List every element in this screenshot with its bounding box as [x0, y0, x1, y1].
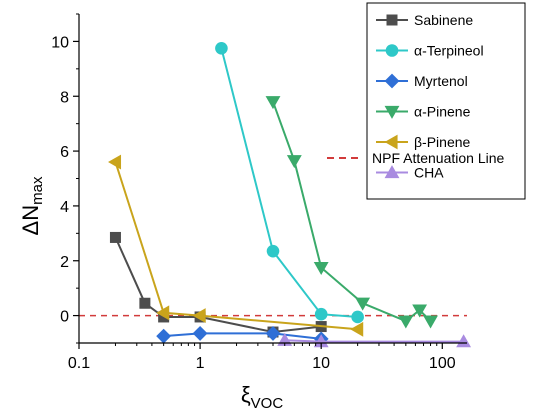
series-line-pinene — [114, 161, 358, 331]
legend-marker-cha — [384, 165, 400, 179]
x-axis-title: ξVOC — [241, 382, 284, 412]
legend-marker-pinene — [384, 134, 398, 150]
series-line-terpineol — [220, 48, 358, 318]
data-point-myrtenol — [265, 325, 281, 341]
series-line-myrtenol — [163, 332, 322, 340]
data-point-terpineol — [266, 244, 280, 258]
legend-marker-sabinene — [386, 14, 398, 26]
legend-label-pinene: β-Pinene — [414, 134, 471, 150]
legend-marker-terpineol — [385, 44, 399, 57]
x-tick-label: 1 — [196, 355, 205, 372]
data-point-myrtenol — [192, 325, 208, 341]
y-axis-title: ΔNmax — [18, 176, 46, 235]
legend-label-pinene: α-Pinene — [414, 104, 471, 120]
x-tick-label: 0.1 — [68, 355, 90, 372]
legend-label-terpineol: α-Terpineol — [414, 43, 484, 59]
data-point-sabinene — [139, 297, 151, 309]
y-tick-label: 8 — [60, 89, 69, 106]
legend-label-cha: CHA — [414, 165, 444, 181]
legend: Sabinene α-Terpineol Myrtenol α-Pinene β-Pin… — [366, 2, 526, 200]
data-point-myrtenol — [156, 328, 172, 344]
axes: 0 2 4 6 8 10 0.1 1 10 100 — [51, 13, 467, 372]
data-point-pinene — [108, 154, 122, 170]
plot-area — [79, 41, 472, 348]
data-point-pinene — [265, 96, 281, 110]
data-point-terpineol — [351, 310, 364, 324]
series-line-cha — [284, 339, 464, 343]
data-point-pinene — [192, 308, 206, 324]
y-tick-label: 10 — [51, 34, 69, 51]
data-point-pinene — [286, 155, 302, 169]
npf-line-legend: NPF Attenuation Line — [327, 150, 505, 166]
y-tick-label: 0 — [60, 309, 69, 326]
y-tick-label: 6 — [60, 144, 69, 161]
data-point-pinene — [313, 262, 329, 276]
data-point-pinene — [423, 315, 438, 329]
y-tick-label: 4 — [60, 199, 69, 216]
data-point-cha — [456, 334, 472, 348]
legend-label-sabinene: Sabinene — [414, 12, 473, 28]
data-point-sabinene — [109, 231, 121, 243]
data-point-pinene — [156, 305, 170, 321]
data-point-pinene — [412, 304, 428, 318]
data-point-pinene — [350, 321, 364, 337]
legend-marker-myrtenol — [384, 73, 400, 89]
x-tick-label: 100 — [429, 355, 456, 372]
data-point-cha — [313, 334, 329, 348]
data-point-pinene — [355, 297, 371, 311]
data-point-terpineol — [215, 41, 228, 55]
legend-label-myrtenol: Myrtenol — [414, 73, 468, 89]
npf-line-legend-label: NPF Attenuation Line — [372, 150, 505, 166]
data-point-pinene — [398, 315, 414, 329]
legend-box — [366, 2, 526, 200]
y-tick-label: 2 — [60, 254, 69, 271]
data-point-terpineol — [314, 307, 328, 321]
x-tick-label: 10 — [312, 355, 330, 372]
series-line-sabinene — [114, 236, 322, 334]
legend-marker-pinene — [384, 105, 400, 119]
